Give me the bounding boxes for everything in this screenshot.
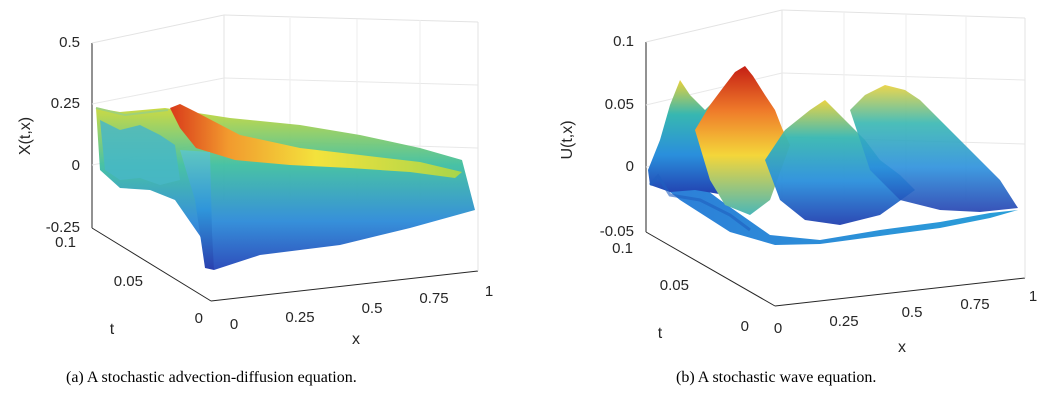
t-tick-label: 0 [741,318,749,335]
x-tick-label: 0.5 [362,300,383,317]
t-tick-label: 0 [195,310,203,327]
z-tick-label: -0.25 [46,219,80,236]
z-tick-label: 0.1 [613,33,634,50]
z-tick-label: -0.05 [600,223,634,240]
surface-plot-a: 0.5 0.25 0 -0.25 X(t,x) 0.1 0.05 0 t 0 0… [17,14,493,348]
surface-b [648,66,1018,245]
z-tick-label: 0 [72,157,80,174]
z-axis-label: X(t,x) [17,117,34,155]
z-tick-label: 0 [626,158,634,175]
surface-plot-b: 0.1 0.05 0 -0.05 U(t,x) 0.1 0.05 0 t 0 0… [559,9,1037,356]
x-tick-label: 1 [485,283,493,300]
z-tick-label: 0.05 [605,96,634,113]
figure-panel-a: 0.5 0.25 0 -0.25 X(t,x) 0.1 0.05 0 t 0 0… [0,0,520,405]
z-axis-ticks-a: 0.5 0.25 0 -0.25 [46,34,80,236]
t-axis-ticks-b: 0.1 0.05 0 [612,240,749,335]
x-tick-label: 0 [774,320,782,337]
x-tick-label: 0.5 [902,304,923,321]
surface-a [95,104,475,270]
t-axis-label: t [658,325,663,342]
t-tick-label: 0.05 [114,273,143,290]
caption-b: (b) A stochastic wave equation. [676,369,877,386]
x-tick-label: 0 [230,316,238,333]
t-tick-label: 0.1 [55,234,76,251]
x-tick-label: 0.75 [419,290,448,307]
z-axis-ticks-b: 0.1 0.05 0 -0.05 [600,33,634,240]
x-tick-label: 1 [1029,288,1037,305]
x-axis-label: x [898,339,906,356]
z-tick-label: 0.25 [51,95,80,112]
x-axis-label: x [352,331,360,348]
z-tick-label: 0.5 [59,34,80,51]
x-tick-label: 0.25 [285,309,314,326]
caption-a: (a) A stochastic advection-diffusion equ… [66,369,357,386]
t-tick-label: 0.05 [660,277,689,294]
x-tick-label: 0.25 [829,313,858,330]
z-axis-label: U(t,x) [559,120,576,159]
x-axis-ticks-a: 0 0.25 0.5 0.75 1 [230,283,493,333]
x-axis-ticks-b: 0 0.25 0.5 0.75 1 [774,288,1037,337]
figure-panel-b: 0.1 0.05 0 -0.05 U(t,x) 0.1 0.05 0 t 0 0… [520,0,1041,405]
t-axis-label: t [110,321,115,338]
t-axis-ticks-a: 0.1 0.05 0 [55,234,203,327]
x-tick-label: 0.75 [960,296,989,313]
t-tick-label: 0.1 [612,240,633,257]
